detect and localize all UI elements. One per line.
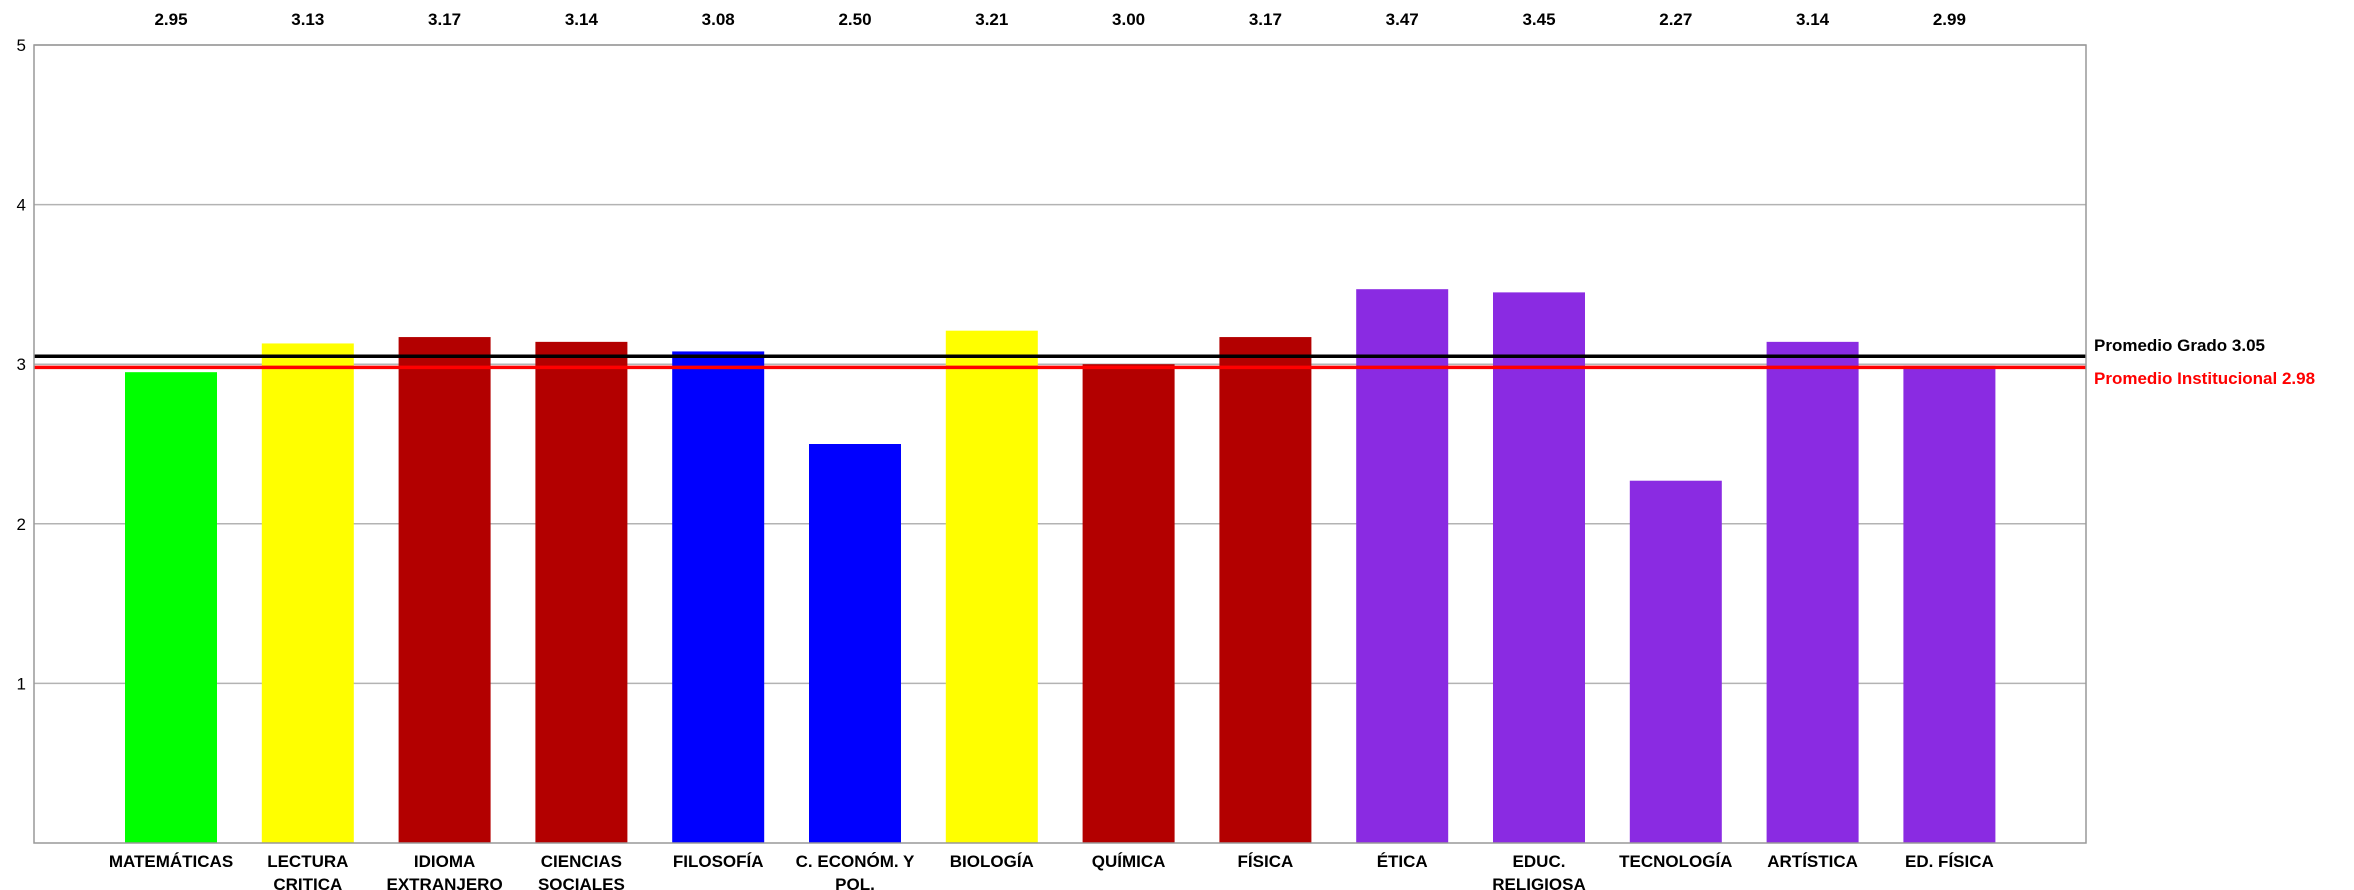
bar [1356,289,1449,843]
bar [398,337,491,843]
y-tick-label: 1 [17,674,26,693]
bar [1903,365,1996,843]
bar [1219,337,1312,843]
value-label: 3.13 [291,10,324,29]
y-tick-label: 4 [17,196,26,215]
category-label: EDUC. [1513,852,1566,871]
value-label: 3.45 [1522,10,1555,29]
category-label: TECNOLOGÍA [1619,852,1732,871]
value-label: 3.17 [1249,10,1282,29]
y-tick-label: 3 [17,355,26,374]
value-label: 2.99 [1933,10,1966,29]
category-label: ÉTICA [1377,852,1428,871]
bar [945,330,1038,844]
category-label: IDIOMA [414,852,475,871]
value-label: 2.27 [1659,10,1692,29]
category-label: MATEMÁTICAS [109,852,233,871]
value-label: 3.00 [1112,10,1145,29]
bar [261,343,354,843]
bar [535,341,628,843]
category-label: ED. FÍSICA [1905,852,1994,871]
y-tick-label: 2 [17,515,26,534]
category-label: C. ECONÓM. Y [796,852,915,871]
category-label: LECTURA [267,852,348,871]
bar [125,372,217,843]
category-label: CRITICA [273,875,342,890]
bar [1493,292,1585,843]
category-label: FÍSICA [1238,852,1294,871]
value-label: 3.08 [702,10,735,29]
value-label: 3.47 [1386,10,1419,29]
category-label: EXTRANJERO [387,875,503,890]
category-label: QUÍMICA [1092,852,1166,871]
category-label: SOCIALES [538,875,625,890]
reference-line-label: Promedio Institucional 2.98 [2094,369,2315,388]
value-label: 3.14 [565,10,599,29]
category-label: CIENCIAS [541,852,622,871]
y-tick-label: 5 [17,36,26,55]
value-label: 3.14 [1796,10,1830,29]
bar [809,444,901,843]
category-label: RELIGIOSA [1492,875,1586,890]
labels: 1 2 3 4 5 2.95 MATEMÁTICAS 3.13 LECTURA CRITICA 3.… [17,10,2316,890]
value-label: 3.21 [975,10,1008,29]
bars [125,289,1996,844]
reference-lines [34,354,2086,370]
bar [1082,364,1175,843]
reference-line-label: Promedio Grado 3.05 [2094,336,2265,355]
value-label: 2.95 [154,10,187,29]
value-label: 3.17 [428,10,461,29]
axes [33,44,2087,844]
category-label: ARTÍSTICA [1767,852,1858,871]
value-label: 2.50 [838,10,871,29]
category-label: BIOLOGÍA [950,852,1034,871]
bar [1766,341,1859,843]
category-label: FILOSOFÍA [673,852,764,871]
bar [1629,480,1722,843]
plot-frame [33,44,2087,844]
category-label: POL. [835,875,875,890]
bar [672,351,765,843]
